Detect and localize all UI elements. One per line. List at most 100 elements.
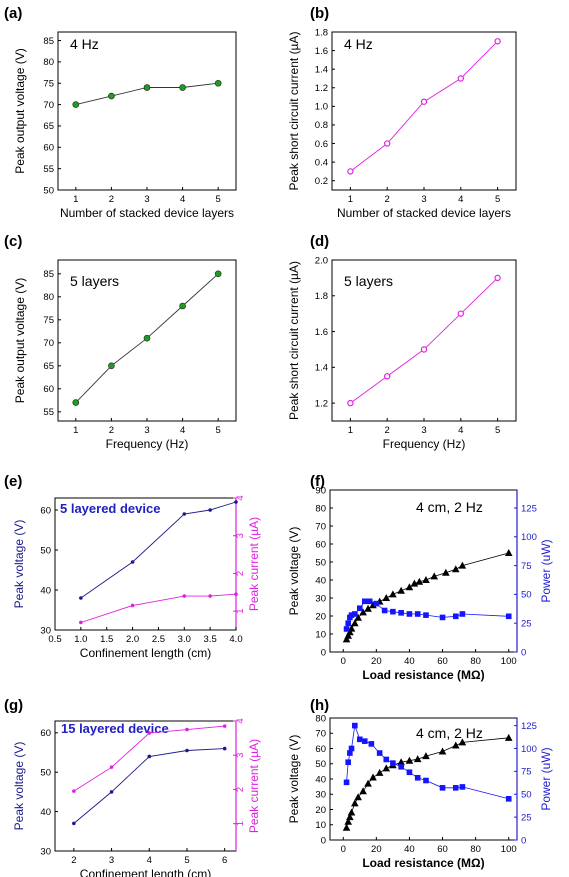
data-point <box>72 101 80 108</box>
y-tick-label: 0.2 <box>315 176 328 187</box>
x-tick-label: 4.0 <box>229 634 242 645</box>
data-point <box>505 796 512 802</box>
y-tick-label: 50 <box>43 185 54 196</box>
data-point <box>342 823 351 831</box>
x-tick-label: 3 <box>421 194 426 205</box>
data-point <box>79 596 83 600</box>
chart-panel: (b) 1 2 3 4 5 0.2 0.4 0.6 0.8 1.0 1.2 1.4 1.6 1.8 Numbe… <box>287 5 517 220</box>
data-point <box>494 38 501 45</box>
y2-tick-label: 0 <box>521 835 526 846</box>
data-point <box>366 598 373 605</box>
data-point <box>72 399 80 406</box>
y-tick-label: 60 <box>315 539 326 550</box>
series-line <box>346 552 509 640</box>
data-point <box>208 594 212 598</box>
y-tick-label: 0.8 <box>315 120 328 131</box>
data-point <box>342 635 351 643</box>
data-point <box>72 821 76 826</box>
data-point <box>364 779 372 787</box>
y-axis-title: Peak output voltage (V) <box>13 278 27 403</box>
data-point <box>406 769 413 776</box>
y-tick-label: 85 <box>43 269 54 280</box>
y2-tick-label: 4 <box>235 495 246 500</box>
y-tick-label: 75 <box>43 79 54 90</box>
data-point <box>397 586 405 594</box>
x-tick-label: 0 <box>341 656 346 667</box>
data-point <box>361 738 368 744</box>
data-point <box>375 768 384 776</box>
y-tick-label: 40 <box>315 774 326 785</box>
data-point <box>356 736 363 743</box>
data-point <box>415 577 424 585</box>
data-point <box>384 140 391 147</box>
data-point <box>405 756 414 764</box>
data-point <box>347 808 356 816</box>
data-point <box>143 84 151 91</box>
data-point <box>354 793 362 801</box>
y-tick-label: 1.2 <box>315 398 328 409</box>
data-point <box>382 594 391 601</box>
y2-tick-label: 2 <box>235 571 246 576</box>
x-tick-label: 2 <box>71 855 76 866</box>
y-axis-title: Peak voltage (V) <box>287 527 301 616</box>
data-point <box>185 727 189 732</box>
data-point <box>382 764 391 772</box>
data-point <box>147 731 152 735</box>
plot-frame <box>57 31 237 191</box>
chart-panel: (e) 0.5 1.0 1.5 2.0 2.5 3.0 3.5 4.0 30 40 50 60 1 2 3 4 C… <box>4 473 261 660</box>
y-tick-label: 2.0 <box>315 255 328 266</box>
y-tick-label: 60 <box>43 384 54 395</box>
data-point <box>109 765 114 769</box>
y2-tick-label: 75 <box>521 767 532 778</box>
data-point <box>356 605 363 612</box>
data-point <box>458 738 467 746</box>
data-point <box>504 733 513 741</box>
data-point <box>430 572 439 580</box>
x-tick-label: 2 <box>385 194 390 205</box>
data-point <box>351 799 359 807</box>
panel-label: (d) <box>310 233 329 250</box>
data-point <box>344 817 353 825</box>
x-tick-label: 100 <box>501 844 517 855</box>
x-tick-label: 6 <box>222 855 227 866</box>
x-axis-title: Confinement length (cm) <box>80 867 211 877</box>
y2-tick-label: 25 <box>521 618 532 629</box>
data-point <box>345 620 352 626</box>
y-tick-label: 30 <box>40 625 51 636</box>
x-tick-label: 4 <box>180 194 185 205</box>
data-point <box>147 754 152 759</box>
y2-tick-label: 50 <box>521 590 532 601</box>
data-point <box>452 785 459 791</box>
data-point <box>143 334 151 342</box>
data-point <box>423 777 429 784</box>
data-point <box>346 628 354 636</box>
data-point <box>422 752 430 760</box>
data-point <box>376 750 383 756</box>
data-point <box>397 758 405 766</box>
x-tick-label: 2.5 <box>152 634 165 645</box>
data-point <box>384 373 391 380</box>
x-tick-label: 3.5 <box>204 634 217 645</box>
x-tick-label: 40 <box>404 844 415 855</box>
y-tick-label: 1.0 <box>315 102 328 113</box>
y2-axis-title: Peak current (µA) <box>247 739 261 833</box>
data-point <box>398 610 404 616</box>
x-tick-label: 3.0 <box>178 634 191 645</box>
x-tick-label: 1.5 <box>100 634 113 645</box>
y-tick-label: 55 <box>43 407 54 418</box>
x-axis-title: Load resistance (MΩ) <box>362 856 484 870</box>
data-point <box>459 784 466 790</box>
data-point <box>410 579 419 587</box>
y-tick-label: 40 <box>40 585 51 596</box>
y-tick-label: 1.4 <box>315 64 328 75</box>
data-point <box>347 399 354 407</box>
data-point <box>222 724 227 728</box>
data-point <box>505 613 512 620</box>
x-tick-label: 5 <box>495 194 500 205</box>
chart-annotation: 15 layered device <box>61 721 169 736</box>
x-tick-label: 2 <box>109 425 114 436</box>
y-tick-label: 0 <box>321 835 326 846</box>
data-point <box>423 612 429 618</box>
